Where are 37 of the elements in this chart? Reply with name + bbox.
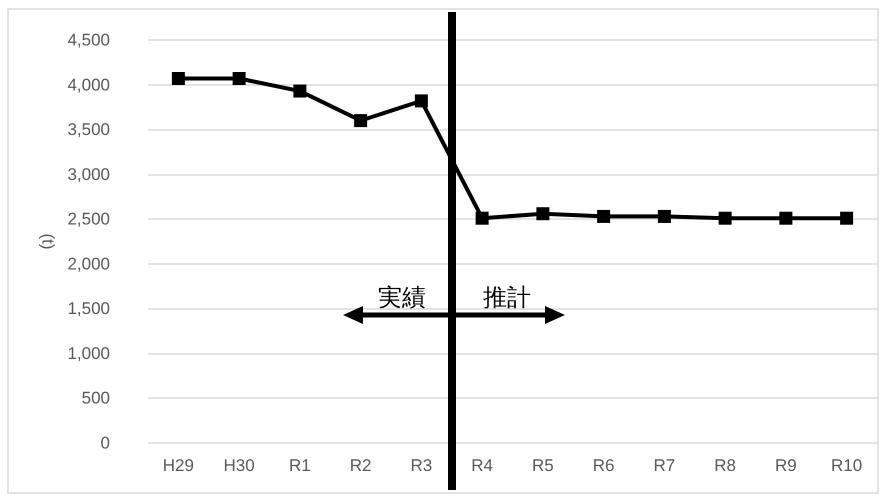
x-tick-label: R5: [532, 456, 554, 475]
point: [597, 210, 610, 223]
point: [779, 212, 792, 225]
y-tick-label: 3,000: [67, 164, 110, 184]
point: [232, 72, 246, 86]
y-tick-label: 4,500: [67, 30, 110, 50]
point: [840, 212, 854, 225]
x-tick-label: R4: [471, 456, 493, 475]
y-tick-label: 3,500: [67, 120, 110, 140]
y-tick-label: 1,000: [67, 344, 110, 363]
x-tick-label: R2: [350, 456, 372, 475]
point: [354, 114, 368, 128]
point: [293, 84, 306, 98]
point: [536, 207, 550, 220]
y-tick-label: 2,000: [67, 254, 110, 274]
x-tick-label: H29: [162, 456, 194, 475]
y-tick-label: 4,000: [67, 75, 110, 94]
x-tick-label: R9: [775, 456, 797, 475]
y-tick-label: 1,500: [67, 299, 110, 318]
x-tick-label: H30: [224, 456, 255, 475]
point: [658, 210, 671, 223]
x-tick-label: R7: [654, 456, 676, 475]
x-tick-label: R6: [592, 456, 614, 475]
y-tick-label: 0: [100, 434, 110, 452]
x-tick-label: R10: [831, 456, 862, 475]
point: [414, 94, 428, 108]
x-tick-label: R1: [289, 456, 311, 475]
x-tick-label: R3: [410, 456, 432, 475]
annotation: 推計: [483, 284, 531, 312]
point: [476, 212, 489, 225]
y-axis-title: (t): [38, 233, 58, 250]
y-tick-label: 2,500: [67, 210, 110, 229]
point: [172, 72, 185, 86]
point: [718, 212, 732, 225]
annotation: 実績: [378, 284, 426, 312]
y-tick-label: 500: [82, 388, 110, 408]
x-tick-label: R8: [714, 456, 736, 475]
